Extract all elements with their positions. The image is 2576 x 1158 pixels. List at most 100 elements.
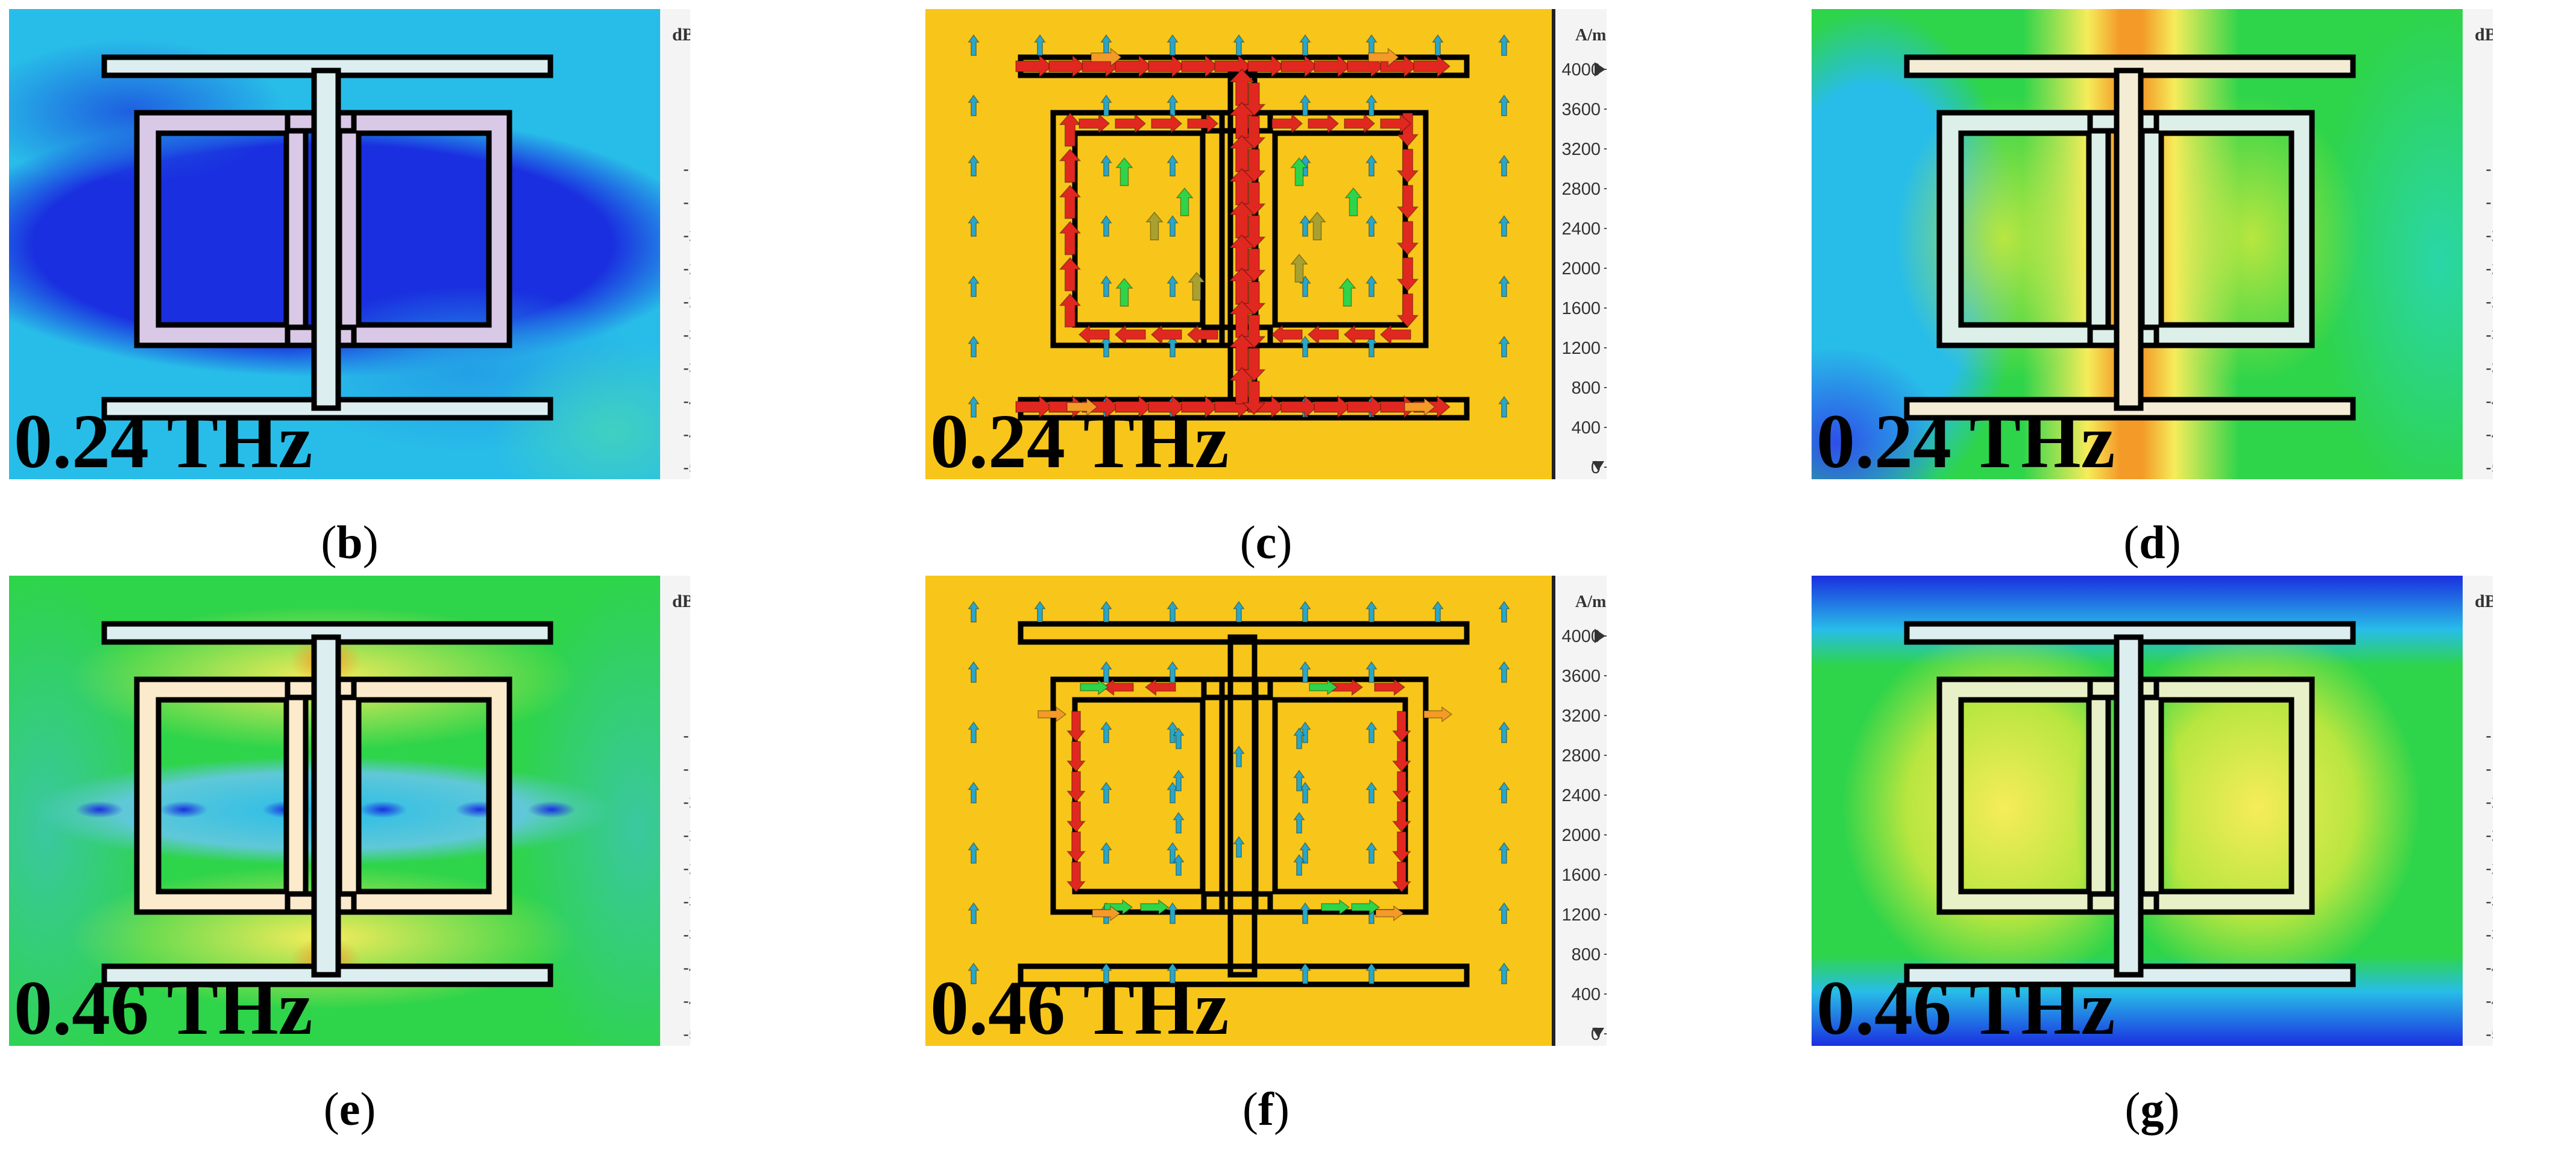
scale-unit: dB xyxy=(2475,591,2493,611)
current-arrow xyxy=(1228,367,1256,404)
current-arrow xyxy=(1290,157,1308,186)
current-arrow xyxy=(1344,187,1362,216)
current-arrow xyxy=(1167,335,1179,357)
scale-tick-label: -50 xyxy=(683,458,690,477)
current-arrow xyxy=(968,154,980,177)
current-arrow xyxy=(1321,899,1350,916)
current-arrow xyxy=(1167,902,1179,924)
current-arrow xyxy=(1299,34,1311,56)
current-arrow xyxy=(1271,113,1303,134)
current-arrow xyxy=(968,842,980,864)
scale-tick-label: 3600 xyxy=(1561,100,1601,119)
current-arrow xyxy=(1374,678,1406,696)
field-null-spot xyxy=(160,801,208,818)
current-arrow xyxy=(1299,335,1311,357)
current-arrow xyxy=(1299,661,1311,683)
current-arrow xyxy=(1034,600,1046,623)
scale-tick-label: 800 xyxy=(1572,945,1601,964)
current-arrow xyxy=(1015,395,1053,419)
current-arrow xyxy=(1092,905,1121,922)
current-arrow xyxy=(968,661,980,683)
current-arrow xyxy=(1059,112,1082,147)
scale-tick-label: 1600 xyxy=(1561,299,1601,318)
color-scale: dBMax0-4-8-12-16-20-24-28-32-36-40-44-50 xyxy=(2463,576,2493,1046)
current-arrow xyxy=(1167,962,1179,984)
current-arrow xyxy=(1100,94,1112,116)
current-arrow xyxy=(1293,854,1305,876)
current-arrow xyxy=(1380,395,1418,419)
scale-background xyxy=(2463,576,2493,1046)
scale-max-pointer xyxy=(1595,629,1605,643)
scale-tick-label: -40 xyxy=(2486,392,2493,411)
bottom-bar xyxy=(1018,963,1470,987)
current-arrow xyxy=(1498,962,1510,984)
current-arrow xyxy=(1228,234,1256,272)
current-arrow xyxy=(1059,293,1082,328)
current-arrow xyxy=(1498,335,1510,357)
current-arrow xyxy=(1365,215,1378,237)
frequency-label: 0.46 THz xyxy=(14,965,312,1046)
current-arrow xyxy=(1079,113,1110,134)
current-arrow xyxy=(1167,721,1179,743)
current-arrow xyxy=(1299,600,1311,623)
scale-tick-label: 3600 xyxy=(1561,667,1601,686)
current-arrow xyxy=(1423,706,1453,723)
current-arrow xyxy=(1308,211,1326,241)
current-arrow xyxy=(1498,395,1510,418)
current-arrow xyxy=(1392,831,1411,863)
current-arrow xyxy=(1309,679,1338,696)
current-arrow xyxy=(1498,215,1510,237)
current-arrows xyxy=(968,600,1510,984)
field-corner-low xyxy=(1812,347,1944,479)
current-arrow xyxy=(1299,215,1311,237)
field-plot: dBMax0-4-8-12-16-20-24-28-32-36-40-44-50… xyxy=(1812,9,2493,479)
scale-tick-label: -50 xyxy=(683,1025,690,1044)
current-arrow xyxy=(1150,324,1182,345)
caption-letter: c xyxy=(1255,516,1277,568)
current-arrow xyxy=(1066,741,1086,773)
current-arrow xyxy=(1228,134,1256,172)
scale-tick-label: -36 xyxy=(2486,359,2493,378)
current-arrow xyxy=(1293,769,1305,791)
current-arrow xyxy=(1365,781,1378,804)
current-arrow xyxy=(1498,781,1510,804)
caption-b: (b) xyxy=(321,516,379,568)
scale-tick-label: 2400 xyxy=(1561,786,1601,805)
scale-tick-label: 4000 xyxy=(1561,60,1601,80)
current-arrow xyxy=(1100,962,1112,984)
color-scale: A/m 4000 3600 3200 2800 2400 2000 1600 1200 800 40… xyxy=(1552,9,1607,479)
scale-background xyxy=(660,9,690,479)
caption-g: (g) xyxy=(2124,1083,2180,1135)
current-arrow xyxy=(1314,395,1352,419)
current-arrow xyxy=(1066,801,1086,833)
current-arrow xyxy=(1140,899,1170,916)
field-plot: dBMax0-4-8-12-16-20-24-28-32-36-40-44-50… xyxy=(1812,576,2493,1046)
current-arrow xyxy=(968,721,980,743)
scale-unit: dB xyxy=(2475,25,2493,45)
scale-tick-label: 3200 xyxy=(1561,140,1601,159)
current-arrow xyxy=(1498,275,1510,297)
color-scale: dBMax0-4-8-12-16-20-24-28-32-36-40-44-50 xyxy=(660,576,690,1046)
panel-d: dBMax0-4-8-12-16-20-24-28-32-36-40-44-50… xyxy=(1812,9,2493,479)
scale-tick-label: -12 xyxy=(2486,726,2493,746)
caption-c: (c) xyxy=(1239,516,1293,568)
caption-letter: d xyxy=(2139,516,2165,568)
current-arrow xyxy=(1338,277,1356,307)
scale-tick-label: -16 xyxy=(2486,760,2493,779)
color-scale: A/m 4000 3600 3200 2800 2400 2000 1600 1200 800 40… xyxy=(1552,576,1607,1046)
current-arrow xyxy=(1290,253,1308,283)
frequency-label: 0.24 THz xyxy=(930,398,1229,479)
current-arrow xyxy=(1365,335,1378,357)
scale-background xyxy=(1552,9,1607,479)
current-arrow xyxy=(1299,902,1311,924)
current-arrow xyxy=(1380,113,1412,134)
caption-letter: e xyxy=(339,1083,361,1135)
current-arrow xyxy=(1293,727,1305,749)
current-arrow xyxy=(1115,54,1153,78)
scale-max-pointer xyxy=(1595,62,1605,77)
scale-tick-label: 1200 xyxy=(1561,339,1601,358)
panel-e: dBMax0-4-8-12-16-20-24-28-32-36-40-44-50… xyxy=(9,576,690,1046)
current-arrow xyxy=(1396,184,1419,219)
current-arrow xyxy=(1082,395,1120,419)
current-arrow xyxy=(1365,661,1378,683)
